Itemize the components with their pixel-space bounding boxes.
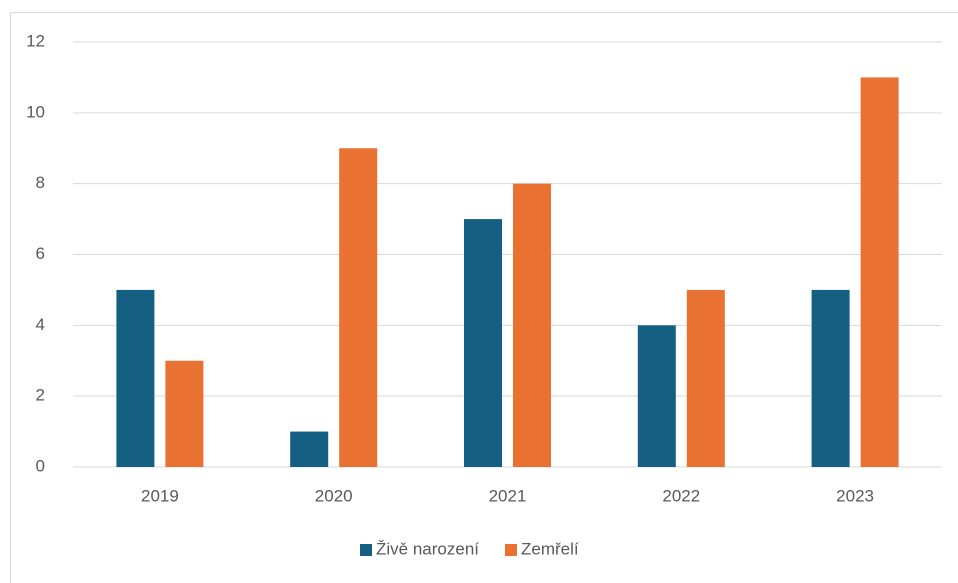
bar [513,183,551,467]
x-tick-label: 2019 [141,486,179,505]
x-tick-label: 2022 [662,486,700,505]
bar [811,289,850,467]
y-tick-label: 10 [26,102,45,121]
legend-label: Zemřelí [521,539,579,558]
x-tick-label: 2021 [489,486,527,505]
y-tick-label: 0 [36,456,45,475]
bar [637,325,676,467]
bar [686,289,725,467]
bar [464,219,502,467]
bar [339,148,378,467]
x-tick-label: 2023 [836,486,874,505]
legend-label: Živě narození [376,539,479,558]
y-tick-label: 12 [26,31,45,50]
bar [116,289,155,467]
y-tick-label: 2 [36,386,45,405]
bar [860,77,899,468]
y-tick-label: 6 [36,244,45,263]
bar [165,360,204,467]
bar [290,431,329,467]
y-tick-label: 4 [36,315,45,334]
x-tick-label: 2020 [315,486,353,505]
y-tick-label: 8 [36,173,45,192]
legend-swatch [360,544,372,556]
legend-swatch [505,544,517,556]
